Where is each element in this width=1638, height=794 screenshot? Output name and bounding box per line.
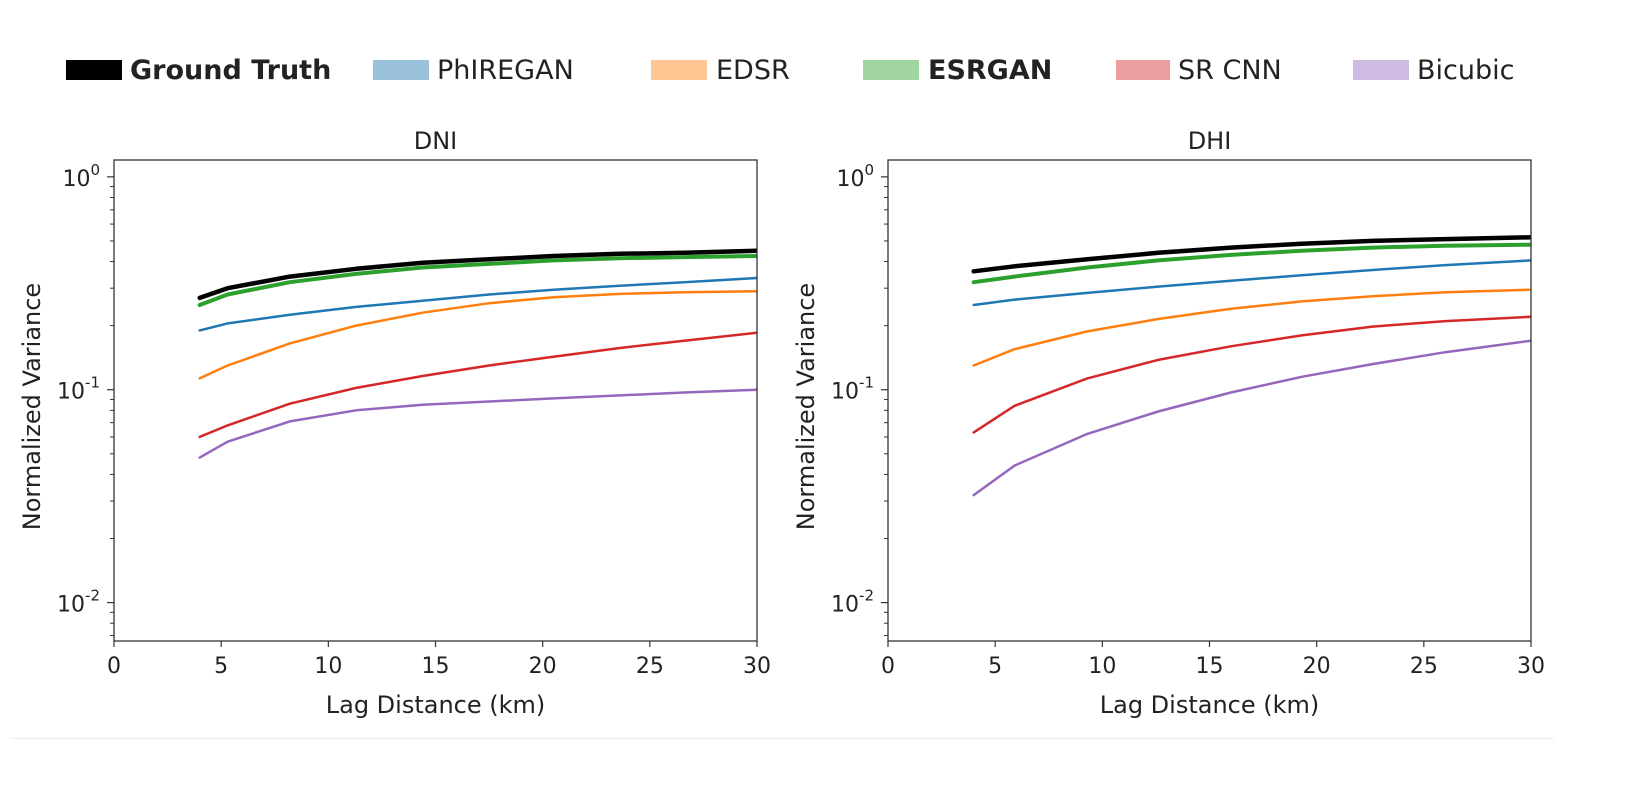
y-tick-label: 10-1 [831, 374, 874, 405]
x-tick-label: 5 [214, 654, 228, 679]
y-tick-base: 10 [57, 593, 85, 618]
plot-frame [113, 159, 758, 642]
legend-label-edsr: EDSR [716, 55, 790, 86]
series-line-bicubic [972, 339, 1531, 497]
x-tick-label: 0 [881, 654, 895, 679]
series-line-esrgan [971, 242, 1531, 285]
series-line-edsr [198, 290, 757, 380]
legend-swatch-phiregan [373, 60, 429, 80]
y-tick-base: 10 [836, 167, 864, 192]
y-axis-label: Normalized Variance [18, 283, 46, 530]
series-group [197, 248, 757, 459]
y-tick-base: 10 [831, 380, 859, 405]
series-line-bicubic [198, 388, 757, 459]
y-tick-label: 100 [836, 161, 874, 192]
x-tick-label: 0 [107, 654, 121, 679]
y-tick-exponent: 0 [90, 161, 100, 179]
x-axis-label: Lag Distance (km) [1100, 691, 1320, 719]
x-tick-label: 20 [1303, 654, 1331, 679]
y-tick-base: 10 [831, 593, 859, 618]
plot-frame [887, 159, 1532, 642]
legend-swatch-bicubic [1353, 60, 1409, 80]
series-group [971, 235, 1531, 497]
x-tick-label: 25 [636, 654, 664, 679]
legend-label-ground-truth: Ground Truth [130, 55, 331, 86]
x-tick-label: 5 [988, 654, 1002, 679]
y-tick-exponent: -2 [85, 587, 100, 605]
series-line-sr-cnn [972, 315, 1531, 434]
y-tick-base: 10 [62, 167, 90, 192]
y-tick-base: 10 [57, 380, 85, 405]
y-tick-label: 10-2 [57, 587, 100, 618]
legend-label-esrgan: ESRGAN [928, 55, 1052, 86]
y-tick-label: 10-2 [831, 587, 874, 618]
y-tick-exponent: -2 [859, 587, 874, 605]
y-tick-exponent: -1 [85, 374, 100, 392]
series-line-phiregan [972, 259, 1531, 307]
series-line-edsr [972, 288, 1531, 367]
series-line-ground-truth [197, 248, 757, 301]
panel-title-dhi: DHI [1188, 127, 1232, 155]
y-tick-exponent: -1 [859, 374, 874, 392]
bottom-divider [10, 738, 1554, 739]
y-tick-exponent: 0 [864, 161, 874, 179]
legend-label-bicubic: Bicubic [1417, 55, 1514, 86]
legend: Ground Truth PhIREGAN EDSR ESRGAN SR CNN Bicu… [66, 55, 1514, 86]
x-tick-label: 10 [1088, 654, 1116, 679]
series-line-sr-cnn [198, 331, 757, 439]
legend-label-sr-cnn: SR CNN [1178, 55, 1282, 86]
x-tick-label: 30 [1517, 654, 1545, 679]
legend-swatch-esrgan [863, 60, 919, 80]
x-tick-label: 20 [529, 654, 557, 679]
x-axis-label: Lag Distance (km) [326, 691, 546, 719]
legend-swatch-ground-truth [66, 60, 122, 80]
legend-swatch-edsr [651, 60, 707, 80]
x-tick-label: 30 [743, 654, 771, 679]
series-line-esrgan [197, 254, 757, 307]
legend-swatch-sr-cnn [1116, 60, 1170, 80]
y-tick-label: 100 [62, 161, 100, 192]
y-axis-label: Normalized Variance [792, 283, 820, 530]
y-tick-label: 10-1 [57, 374, 100, 405]
x-tick-label: 10 [314, 654, 342, 679]
series-line-phiregan [198, 276, 757, 332]
series-line-ground-truth [971, 235, 1531, 274]
x-tick-label: 15 [1196, 654, 1224, 679]
legend-label-phiregan: PhIREGAN [437, 55, 574, 86]
x-tick-label: 15 [422, 654, 450, 679]
x-tick-label: 25 [1410, 654, 1438, 679]
panel-title-dni: DNI [414, 127, 458, 155]
